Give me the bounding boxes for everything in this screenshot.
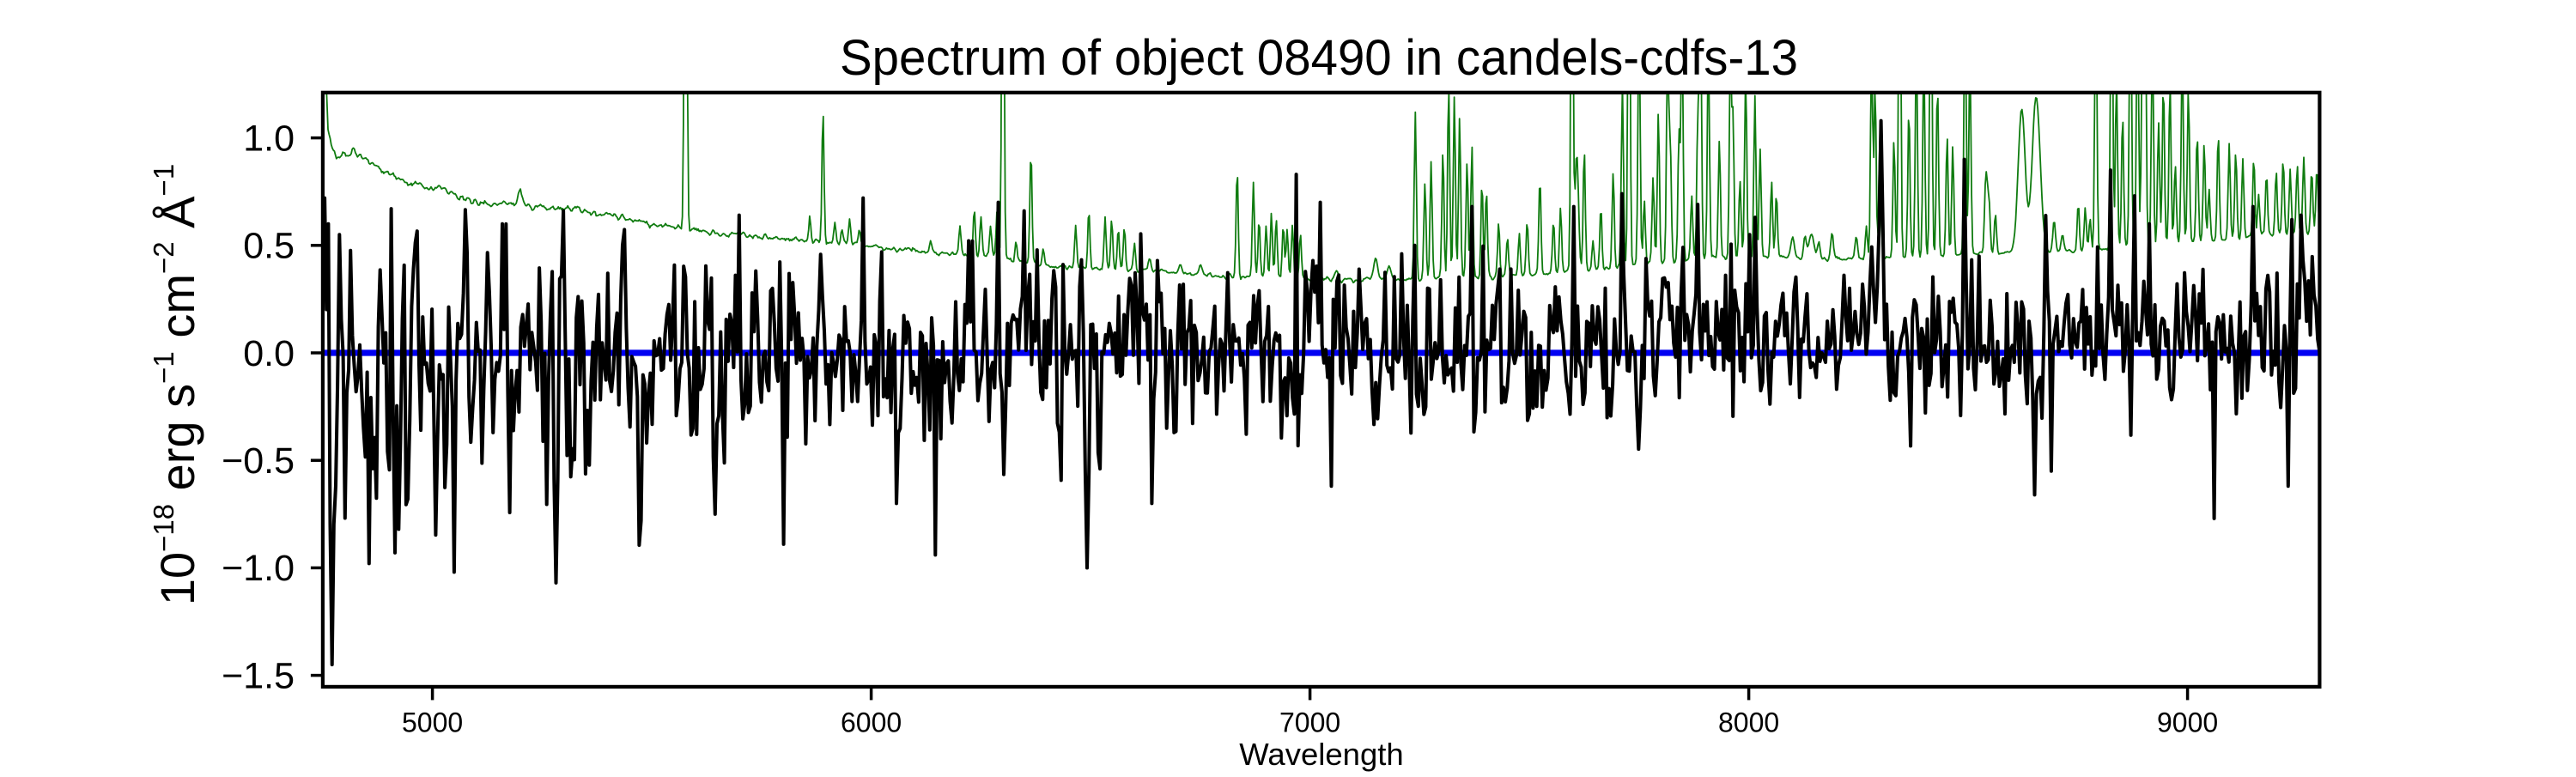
svg-text:−1.5: −1.5 [222, 655, 295, 696]
svg-text:−1.0: −1.0 [222, 548, 295, 589]
svg-text:−0.5: −0.5 [222, 440, 295, 482]
svg-text:6000: 6000 [841, 707, 902, 738]
svg-text:0.0: 0.0 [243, 333, 295, 374]
svg-text:8000: 8000 [1718, 707, 1779, 738]
svg-text:5000: 5000 [402, 707, 463, 738]
svg-text:9000: 9000 [2157, 707, 2218, 738]
svg-text:1.0: 1.0 [243, 118, 295, 159]
svg-text:0.5: 0.5 [243, 226, 295, 267]
svg-text:Spectrum of object 08490 in ca: Spectrum of object 08490 in candels-cdfs… [840, 30, 1798, 86]
svg-text:10−18 erg s−1 cm−2 Å−1: 10−18 erg s−1 cm−2 Å−1 [148, 164, 204, 605]
svg-text:7000: 7000 [1279, 707, 1340, 738]
svg-text:Wavelength: Wavelength [1239, 737, 1403, 772]
